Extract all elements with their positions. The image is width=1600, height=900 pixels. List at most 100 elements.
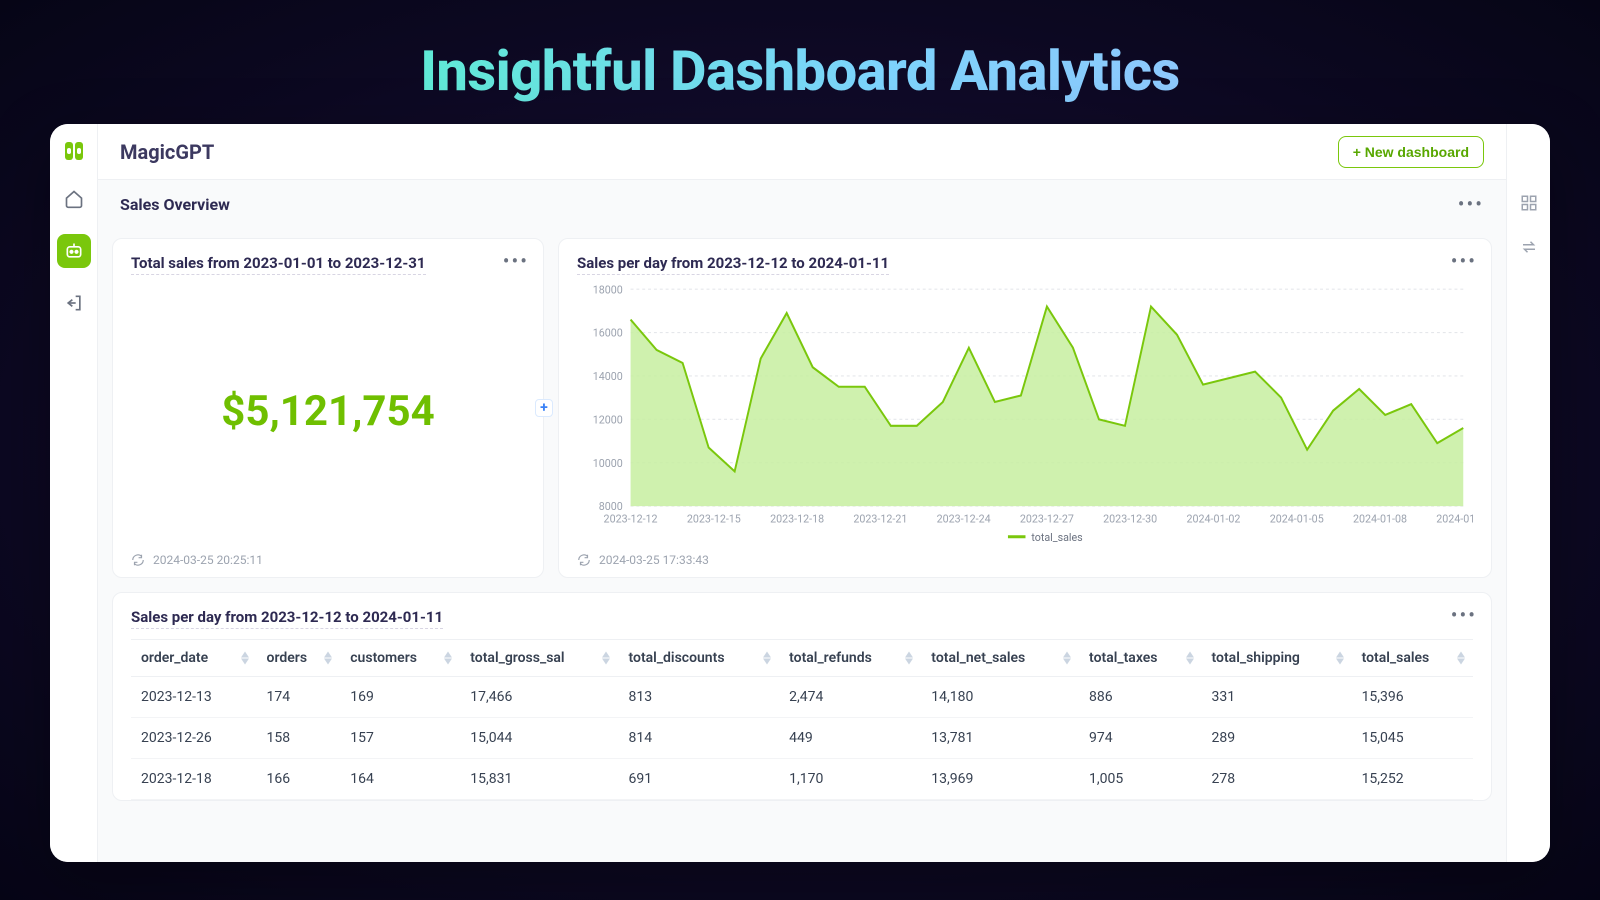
svg-text:16000: 16000 (593, 326, 623, 339)
table-cell: 974 (1079, 718, 1201, 759)
table-row[interactable]: 2023-12-1317416917,4668132,47414,1808863… (131, 677, 1473, 718)
card-sales-table: Sales per day from 2023-12-12 to 2024-01… (112, 592, 1492, 801)
table-cell: 166 (257, 759, 341, 800)
table-cell: 289 (1202, 718, 1352, 759)
col-label: total_gross_sal (470, 650, 564, 666)
table-cell: 2023-12-13 (131, 677, 257, 718)
card-chart-refresh-time: 2024-03-25 17:33:43 (599, 553, 709, 567)
table-cell: 13,781 (921, 718, 1079, 759)
col-label: total_net_sales (931, 650, 1025, 666)
table-cell: 1,005 (1079, 759, 1201, 800)
sort-icon[interactable] (602, 652, 610, 665)
col-total_taxes[interactable]: total_taxes (1079, 640, 1201, 677)
section-menu-icon[interactable]: ••• (1458, 194, 1484, 214)
bot-icon[interactable] (57, 234, 91, 268)
table-cell: 15,396 (1352, 677, 1473, 718)
svg-text:2023-12-12: 2023-12-12 (604, 512, 658, 525)
sort-icon[interactable] (241, 652, 249, 665)
app-window: MagicGPT + New dashboard Sales Overview … (50, 124, 1550, 862)
card-total-title: Total sales from 2023-01-01 to 2023-12-3… (131, 254, 426, 275)
right-rail (1506, 124, 1550, 862)
table-header-row: order_date orders customers total_gross_sal… (131, 640, 1473, 677)
card-table-menu-icon[interactable]: ••• (1451, 605, 1477, 625)
table-cell: 15,044 (460, 718, 618, 759)
table-cell: 449 (779, 718, 921, 759)
table-row[interactable]: 2023-12-1816616415,8316911,17013,9691,00… (131, 759, 1473, 800)
grid-icon[interactable] (1520, 194, 1538, 216)
main-area: MagicGPT + New dashboard Sales Overview … (98, 124, 1506, 862)
card-total-sales: Total sales from 2023-01-01 to 2023-12-3… (112, 238, 544, 578)
table-cell: 2023-12-26 (131, 718, 257, 759)
table-cell: 331 (1202, 677, 1352, 718)
card-total-refresh[interactable]: 2024-03-25 20:25:11 (131, 553, 525, 567)
table-cell: 15,831 (460, 759, 618, 800)
col-total_sales[interactable]: total_sales (1352, 640, 1473, 677)
svg-text:2023-12-18: 2023-12-18 (770, 512, 824, 525)
table-cell: 157 (340, 718, 460, 759)
table-cell: 15,045 (1352, 718, 1473, 759)
card-chart-title: Sales per day from 2023-12-12 to 2024-01… (577, 254, 889, 275)
svg-text:2023-12-21: 2023-12-21 (853, 512, 907, 525)
sort-icon[interactable] (1186, 652, 1194, 665)
swap-icon[interactable] (1520, 238, 1538, 260)
card-table-title: Sales per day from 2023-12-12 to 2024-01… (131, 608, 443, 629)
table-cell: 15,252 (1352, 759, 1473, 800)
table-cell: 1,170 (779, 759, 921, 800)
sales-table: order_date orders customers total_gross_sal… (131, 639, 1473, 800)
sort-icon[interactable] (905, 652, 913, 665)
home-icon[interactable] (57, 182, 91, 216)
sort-icon[interactable] (1063, 652, 1071, 665)
sort-icon[interactable] (1457, 652, 1465, 665)
card-total-menu-icon[interactable]: ••• (503, 251, 529, 271)
svg-text:2024-01-08: 2024-01-08 (1353, 512, 1407, 525)
card-chart-refresh[interactable]: 2024-03-25 17:33:43 (577, 553, 1473, 567)
sort-icon[interactable] (763, 652, 771, 665)
sort-icon[interactable] (1336, 652, 1344, 665)
logo-icon[interactable] (61, 138, 87, 164)
svg-text:14000: 14000 (593, 370, 623, 383)
col-label: total_shipping (1212, 650, 1300, 666)
svg-text:2023-12-30: 2023-12-30 (1103, 512, 1157, 525)
table-cell: 174 (257, 677, 341, 718)
col-order_date[interactable]: order_date (131, 640, 257, 677)
table-row[interactable]: 2023-12-2615815715,04481444913,781974289… (131, 718, 1473, 759)
col-total_discounts[interactable]: total_discounts (618, 640, 779, 677)
hero-title: Insightful Dashboard Analytics (0, 0, 1600, 124)
topbar: MagicGPT + New dashboard (98, 124, 1506, 180)
sort-icon[interactable] (324, 652, 332, 665)
col-label: total_taxes (1089, 650, 1157, 666)
new-dashboard-button[interactable]: + New dashboard (1338, 136, 1484, 168)
section-title: Sales Overview (120, 195, 230, 214)
svg-text:2024-01-11: 2024-01-11 (1436, 512, 1473, 525)
add-panel-icon[interactable]: + (535, 399, 553, 417)
sort-icon[interactable] (444, 652, 452, 665)
col-label: total_refunds (789, 650, 872, 666)
brand-title: MagicGPT (120, 140, 214, 164)
svg-text:2023-12-15: 2023-12-15 (687, 512, 741, 525)
col-label: orders (267, 650, 307, 666)
refresh-icon (577, 553, 591, 567)
col-total_gross_sal[interactable]: total_gross_sal (460, 640, 618, 677)
svg-text:2023-12-24: 2023-12-24 (937, 512, 991, 525)
svg-text:12000: 12000 (593, 413, 623, 426)
card-chart-menu-icon[interactable]: ••• (1451, 251, 1477, 271)
table-cell: 164 (340, 759, 460, 800)
col-total_shipping[interactable]: total_shipping (1202, 640, 1352, 677)
svg-text:10000: 10000 (593, 457, 623, 470)
col-total_refunds[interactable]: total_refunds (779, 640, 921, 677)
table-cell: 158 (257, 718, 341, 759)
refresh-icon (131, 553, 145, 567)
table-cell: 17,466 (460, 677, 618, 718)
table-cell: 2023-12-18 (131, 759, 257, 800)
svg-text:2024-01-05: 2024-01-05 (1270, 512, 1324, 525)
col-customers[interactable]: customers (340, 640, 460, 677)
col-orders[interactable]: orders (257, 640, 341, 677)
section-bar: Sales Overview ••• (98, 180, 1506, 228)
svg-text:total_sales: total_sales (1031, 531, 1083, 544)
table-cell: 2,474 (779, 677, 921, 718)
logout-icon[interactable] (57, 286, 91, 320)
chart-area: 800010000120001400016000180002023-12-122… (577, 281, 1473, 547)
total-sales-value: $5,121,754 (131, 275, 525, 547)
svg-text:2023-12-27: 2023-12-27 (1020, 512, 1074, 525)
col-total_net_sales[interactable]: total_net_sales (921, 640, 1079, 677)
